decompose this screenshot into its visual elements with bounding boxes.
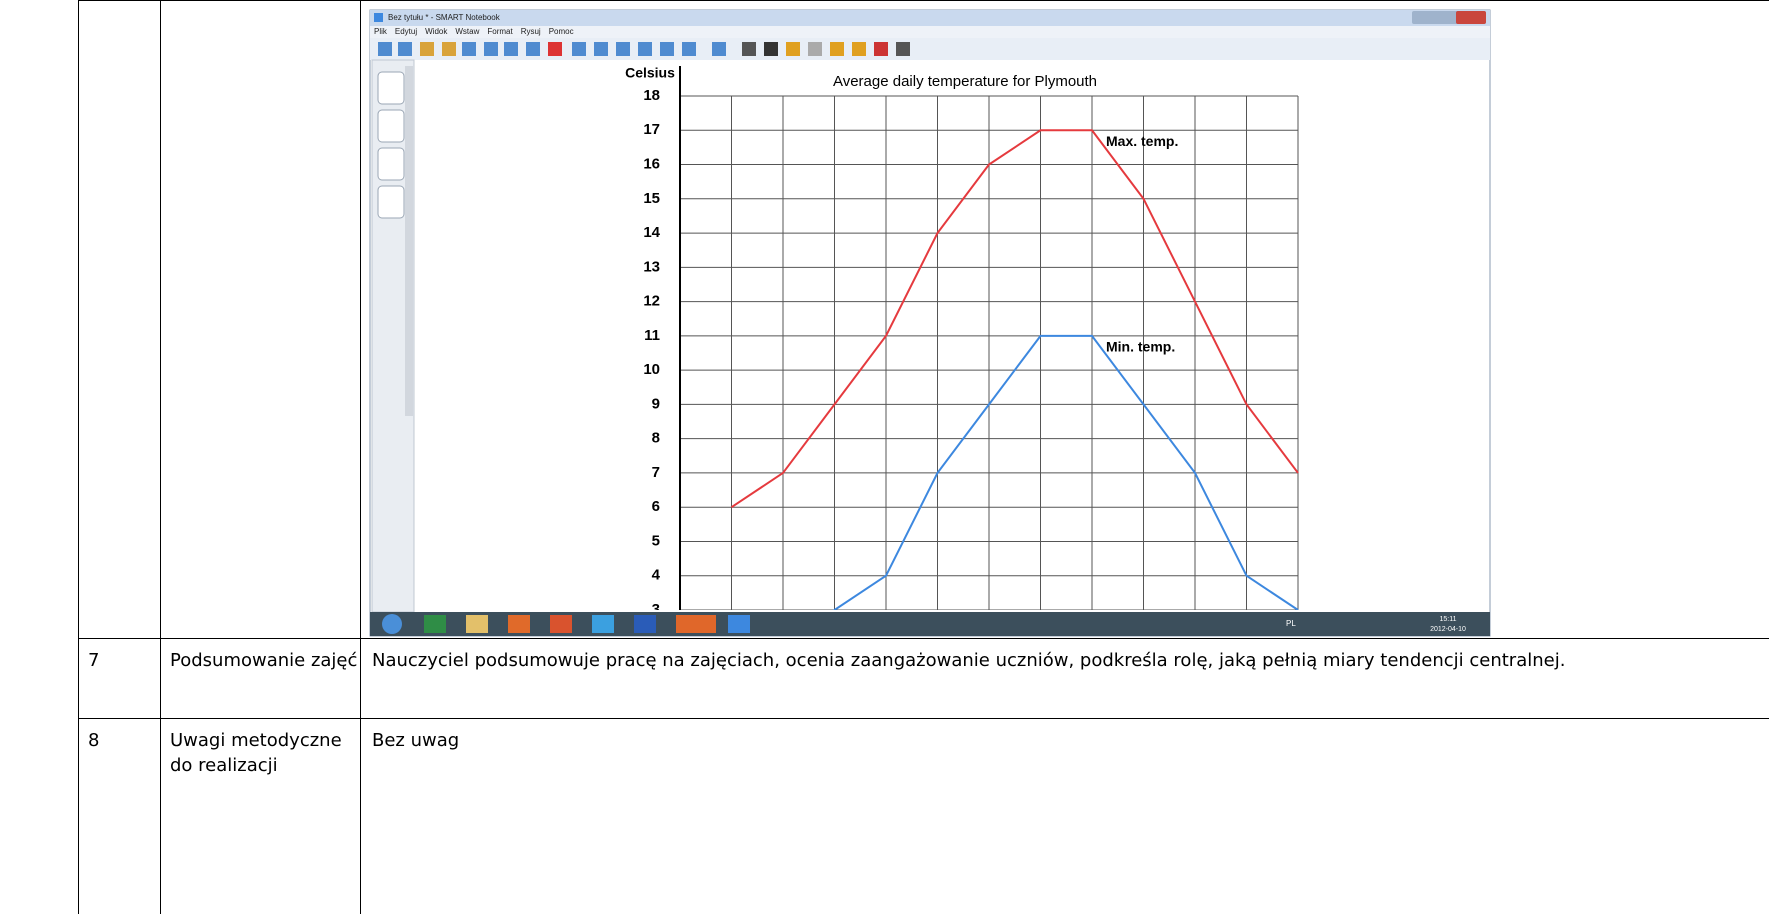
chart: Average daily temperature for Plymouth C…	[625, 65, 1299, 618]
y-tick-label: 10	[643, 361, 660, 378]
close-button[interactable]	[1456, 11, 1486, 24]
data-line	[832, 334, 1299, 610]
taskbar-icons	[382, 614, 750, 634]
y-tick-label: 11	[644, 327, 660, 344]
y-tick-label: 9	[652, 395, 660, 412]
series-label: Max. temp.	[1106, 133, 1178, 149]
stage-name: Uwagi metodyczne do realizacji	[170, 730, 342, 776]
chart-title: Average daily temperature for Plymouth	[833, 73, 1097, 90]
sidebar-tabs	[377, 71, 405, 219]
y-tick-label: 18	[643, 87, 660, 104]
y-tick-label: 6	[652, 498, 660, 515]
row-number: 8	[88, 730, 100, 751]
y-tick-label: 13	[643, 258, 660, 275]
table-borders	[78, 0, 1769, 914]
menu-item[interactable]: Rysuj	[521, 27, 541, 36]
taskbar-time: 15:11	[1440, 616, 1457, 623]
taskbar-date: 2012-04-10	[1430, 626, 1466, 633]
menu-item[interactable]: Widok	[425, 27, 448, 36]
menu-item[interactable]: Pomoc	[549, 27, 574, 36]
taskbar	[370, 612, 1490, 636]
y-tick-label: 4	[652, 567, 661, 584]
series-label: Min. temp.	[1106, 339, 1175, 355]
y-tick-label: 16	[643, 156, 660, 173]
taskbar-language: PL	[1286, 619, 1296, 628]
y-tick-label: 8	[652, 430, 660, 447]
row-number: 7	[88, 650, 100, 671]
menu-item[interactable]: Wstaw	[455, 27, 479, 36]
y-tick-label: 17	[643, 121, 660, 138]
stage-description: Nauczyciel podsumowuje pracę na zajęciac…	[372, 650, 1566, 671]
menu-item[interactable]: Plik	[374, 27, 388, 36]
menu-bar	[370, 26, 1490, 38]
data-line	[730, 129, 1299, 509]
y-tick-label: 5	[652, 532, 660, 549]
plot-area: 3 4 5 6 7 8 9 10 11 12 13 14 15 16 17 18	[643, 66, 1299, 618]
window	[369, 9, 1491, 637]
window-title: Bez tytułu * - SMART Notebook	[388, 13, 501, 22]
y-axis-label: Celsius	[625, 65, 675, 81]
y-tick-label: 7	[652, 464, 660, 481]
stage-description: Bez uwag	[372, 730, 460, 751]
y-tick-label: 12	[643, 293, 660, 310]
app-icon	[374, 13, 383, 22]
y-tick-label: 15	[643, 190, 660, 207]
menu-item[interactable]: Format	[487, 27, 513, 36]
stage-name: Podsumowanie zajęć	[170, 650, 358, 671]
toolbar-icons	[378, 42, 910, 56]
menu-item[interactable]: Edytuj	[395, 27, 417, 36]
y-tick-label: 14	[643, 224, 660, 241]
title-bar	[370, 10, 1490, 26]
y-tick-label: 3	[652, 601, 660, 618]
scrollbar	[405, 66, 413, 416]
